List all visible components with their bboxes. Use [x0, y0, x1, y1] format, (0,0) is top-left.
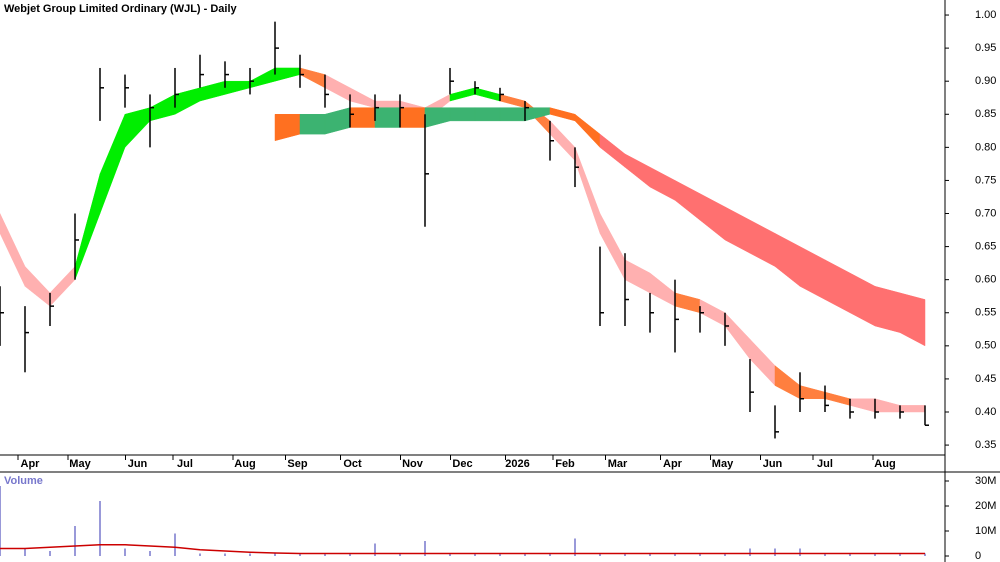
x-tick-label: Jun — [128, 458, 148, 470]
y-tick-label: 1.00 — [975, 9, 996, 21]
volume-tick-label: 30M — [975, 475, 996, 487]
ribbon-segment — [899, 292, 926, 347]
volume-title: Volume — [4, 475, 43, 487]
ribbon-segment — [449, 107, 476, 122]
x-tick-label: Nov — [402, 458, 424, 470]
x-tick-label: Apr — [663, 458, 683, 470]
x-tick-label: Feb — [555, 458, 575, 470]
chart-title: Webjet Group Limited Ordinary (WJL) - Da… — [4, 3, 238, 15]
x-tick-label: Aug — [234, 458, 255, 470]
volume-average — [0, 544, 925, 555]
x-tick-label: Jun — [763, 458, 783, 470]
y-tick-label: 0.75 — [975, 174, 996, 186]
x-tick-label: Mar — [608, 458, 628, 470]
y-tick-label: 0.50 — [975, 340, 996, 352]
x-tick-label: 2026 — [505, 458, 529, 470]
ribbon-segment — [374, 107, 401, 128]
y-tick-label: 0.90 — [975, 75, 996, 87]
y-tick-label: 0.70 — [975, 207, 996, 219]
x-tick-label: Aug — [874, 458, 895, 470]
volume-tick-label: 0 — [975, 550, 981, 562]
y-tick-label: 0.95 — [975, 42, 996, 54]
ribbon-segment — [474, 107, 501, 122]
x-tick-label: Sep — [287, 458, 307, 470]
y-tick-label: 0.40 — [975, 406, 996, 418]
ribbon-segment — [499, 107, 526, 122]
ribbon-segment — [299, 114, 326, 135]
x-tick-label: May — [69, 458, 91, 470]
x-tick-label: Jul — [177, 458, 193, 470]
ribbon-segment — [374, 100, 401, 108]
y-tick-label: 0.60 — [975, 274, 996, 286]
y-tick-label: 0.45 — [975, 373, 996, 385]
x-tick-label: Apr — [21, 458, 41, 470]
ribbon-segment — [874, 285, 901, 333]
y-tick-label: 0.85 — [975, 108, 996, 120]
x-tick-label: Dec — [452, 458, 472, 470]
volume-tick-label: 10M — [975, 525, 996, 537]
ribbon-segment — [399, 107, 426, 128]
ribbon-segment — [349, 107, 376, 128]
y-tick-label: 0.55 — [975, 307, 996, 319]
x-tick-label: Jul — [817, 458, 833, 470]
y-tick-label: 0.35 — [975, 439, 996, 451]
x-tick-label: May — [712, 458, 734, 470]
ribbon-segment — [899, 405, 926, 413]
y-tick-label: 0.80 — [975, 141, 996, 153]
volume-tick-label: 20M — [975, 500, 996, 512]
x-tick-label: Oct — [343, 458, 362, 470]
y-tick-label: 0.65 — [975, 241, 996, 253]
